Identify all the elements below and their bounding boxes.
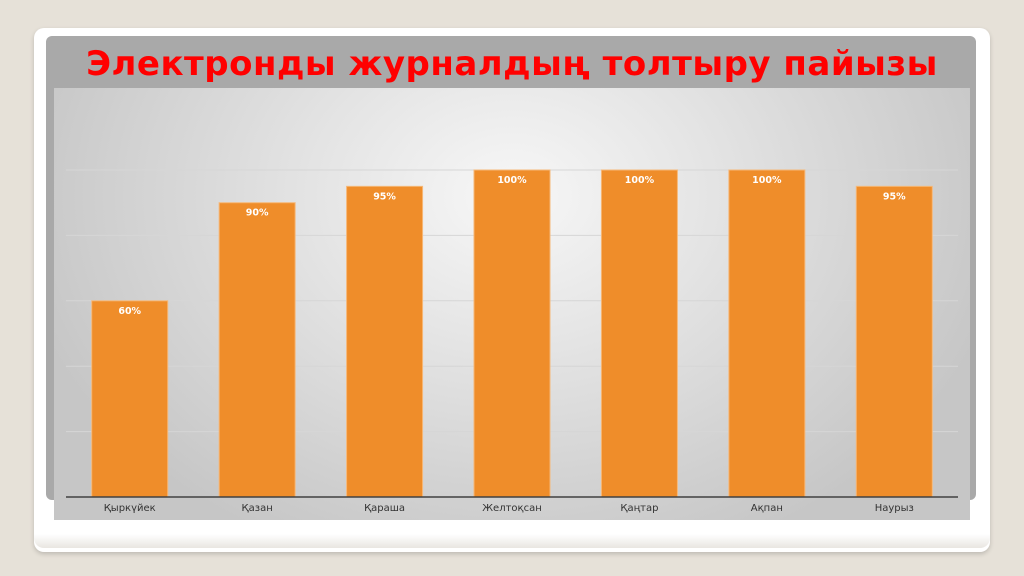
bar — [91, 300, 169, 498]
data-label: 60% — [118, 306, 141, 317]
data-labels: 60% 90% 95% 100% 100% 100% 95% — [118, 175, 906, 317]
bar — [346, 185, 424, 498]
bar — [855, 185, 933, 498]
data-label: 100% — [752, 175, 782, 186]
bar — [473, 169, 551, 498]
bar — [218, 202, 296, 498]
x-tick-label: Қазан — [242, 503, 273, 514]
chart-title: Электронды журналдың толтыру пайызы — [86, 44, 938, 84]
data-label: 90% — [246, 208, 269, 219]
x-tick-label: Наурыз — [875, 503, 914, 514]
x-tick-label: Қараша — [364, 503, 405, 514]
data-label: 100% — [497, 175, 527, 186]
slide-bottom-strip — [34, 534, 990, 548]
bars — [91, 169, 933, 498]
x-tick-label: Қаңтар — [620, 503, 658, 514]
bar — [600, 169, 678, 498]
x-tick-label: Қыркүйек — [104, 503, 156, 514]
data-label: 95% — [883, 191, 906, 202]
data-label: 95% — [373, 191, 396, 202]
bar — [728, 169, 806, 498]
x-tick-label: Желтоқсан — [482, 503, 541, 514]
data-label: 100% — [625, 175, 655, 186]
x-tick-labels: Қыркүйек Қазан Қараша Желтоқсан Қаңтар Ақпан Н… — [104, 503, 914, 514]
x-tick-label: Ақпан — [751, 503, 783, 514]
